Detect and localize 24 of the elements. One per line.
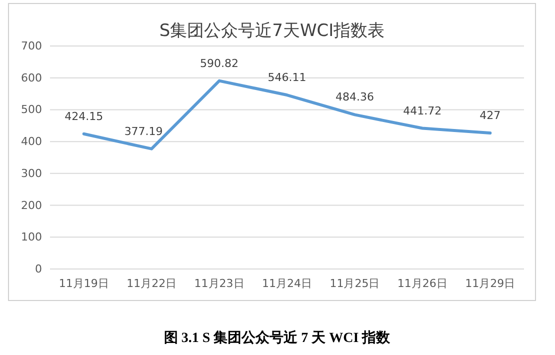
y-tick-label: 300 [21,166,42,180]
y-tick-label: 200 [21,198,42,212]
x-tick-label: 11月22日 [126,276,177,290]
y-tick-label: 0 [35,262,42,276]
chart-title: S集团公众号近7天WCI指数表 [159,21,385,41]
y-tick-label: 600 [21,71,42,84]
y-tick-label: 400 [21,135,42,148]
data-label: 427 [480,108,501,122]
x-tick-label: 11月24日 [262,276,312,290]
y-tick-label: 100 [21,230,42,244]
caption: 图 3.1 S 集团公众号近 7 天 WCI 指数 [164,329,392,346]
data-label: 590.82 [200,56,239,70]
data-label: 424.15 [64,110,104,123]
data-label: 546.11 [268,71,306,84]
y-tick-label: 500 [21,103,42,116]
x-tick-label: 11月29日 [465,276,516,290]
x-tick-label: 11月25日 [330,276,380,290]
x-tick-label: 11月23日 [194,276,244,290]
y-tick-label: 700 [21,40,42,53]
x-tick-label: 11月19日 [58,276,109,290]
data-label: 484.36 [335,90,374,104]
data-label: 441.72 [403,104,442,118]
x-tick-label: 11月26日 [397,276,448,290]
data-label: 377.19 [124,124,163,138]
